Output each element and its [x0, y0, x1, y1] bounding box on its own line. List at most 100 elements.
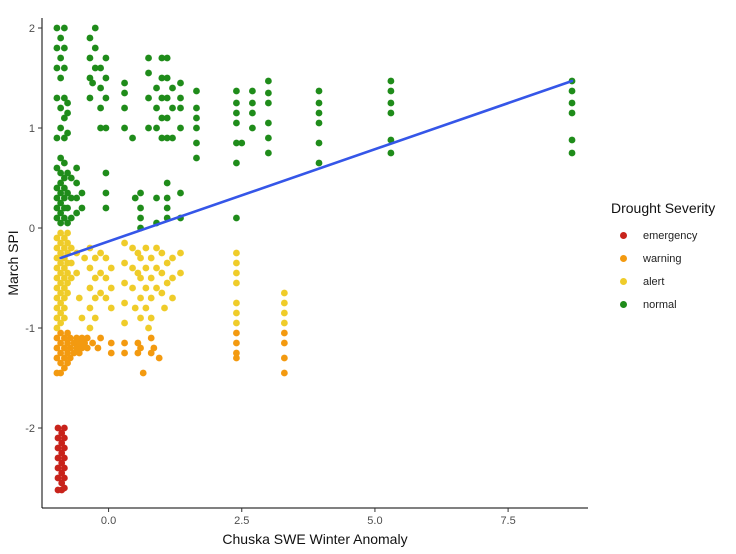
point-emergency — [54, 424, 62, 432]
point-normal — [91, 24, 99, 32]
point-normal — [158, 94, 166, 102]
point-normal — [64, 129, 71, 137]
point-alert — [60, 284, 68, 292]
point-warning — [60, 364, 68, 372]
point-normal — [57, 74, 65, 82]
point-normal — [568, 87, 576, 95]
point-emergency — [60, 454, 68, 462]
point-alert — [233, 269, 240, 277]
legend-item-alert: alert — [611, 270, 715, 293]
point-warning — [94, 344, 102, 352]
point-normal — [78, 189, 86, 197]
point-alert — [75, 294, 83, 302]
point-alert — [64, 239, 71, 247]
point-normal — [387, 149, 395, 157]
point-normal — [163, 54, 171, 62]
point-alert — [60, 304, 68, 312]
legend-item-normal: normal — [611, 293, 715, 316]
legend-swatch-warning — [620, 255, 627, 262]
point-normal — [315, 87, 323, 95]
point-warning — [53, 334, 61, 342]
point-alert — [134, 249, 142, 257]
point-normal — [102, 204, 110, 212]
point-warning — [75, 339, 83, 347]
point-alert — [67, 259, 75, 267]
point-alert — [57, 319, 65, 327]
point-normal — [233, 99, 240, 107]
point-emergency — [58, 469, 66, 477]
point-alert — [78, 314, 86, 322]
x-tick-label: 7.5 — [500, 515, 515, 527]
point-normal — [91, 64, 99, 72]
point-alert — [53, 324, 61, 332]
point-alert — [81, 254, 89, 262]
point-emergency — [54, 474, 62, 482]
point-normal — [177, 94, 184, 102]
point-normal — [153, 194, 160, 202]
legend-swatch-emergency — [620, 232, 627, 239]
point-alert — [97, 289, 104, 297]
point-normal — [163, 114, 171, 122]
point-warning — [81, 339, 89, 347]
point-warning — [57, 359, 65, 367]
point-alert — [142, 304, 150, 312]
point-normal — [86, 54, 94, 62]
point-normal — [64, 189, 71, 197]
point-warning — [280, 339, 288, 347]
point-alert — [64, 269, 71, 277]
point-alert — [233, 249, 240, 257]
point-warning — [57, 339, 65, 347]
point-alert — [142, 264, 150, 272]
point-alert — [67, 274, 75, 282]
point-alert — [107, 284, 115, 292]
point-warning — [155, 354, 163, 362]
point-alert — [91, 274, 99, 282]
point-alert — [57, 309, 65, 317]
point-alert — [86, 304, 94, 312]
point-alert — [153, 244, 160, 252]
point-alert — [60, 314, 68, 322]
point-warning — [137, 344, 144, 352]
point-normal — [64, 204, 71, 212]
point-normal — [97, 124, 104, 132]
point-normal — [97, 64, 104, 72]
point-emergency — [58, 439, 66, 447]
point-alert — [163, 259, 171, 267]
point-normal — [145, 69, 152, 77]
point-normal — [238, 139, 246, 147]
point-alert — [67, 244, 75, 252]
point-normal — [568, 149, 576, 157]
point-warning — [89, 339, 97, 347]
point-alert — [177, 249, 184, 257]
point-warning — [60, 334, 68, 342]
point-normal — [177, 104, 184, 112]
legend: Drought Severity emergency warning alert… — [611, 200, 715, 316]
point-normal — [249, 87, 256, 95]
point-normal — [264, 99, 272, 107]
point-normal — [233, 214, 240, 222]
point-normal — [387, 87, 395, 95]
point-normal — [86, 34, 94, 42]
point-emergency — [58, 459, 66, 467]
point-warning — [64, 359, 71, 367]
point-alert — [137, 274, 144, 282]
point-alert — [86, 284, 94, 292]
point-emergency — [54, 454, 62, 462]
point-alert — [280, 289, 288, 297]
point-alert — [233, 309, 240, 317]
point-alert — [64, 229, 71, 237]
point-normal — [60, 94, 68, 102]
legend-item-warning: warning — [611, 247, 715, 270]
point-warning — [57, 349, 65, 357]
point-warning — [107, 339, 115, 347]
legend-label-normal: normal — [643, 298, 677, 311]
point-alert — [280, 299, 288, 307]
point-alert — [60, 234, 68, 242]
point-warning — [73, 334, 81, 342]
point-normal — [60, 194, 68, 202]
point-normal — [57, 104, 65, 112]
point-normal — [102, 169, 110, 177]
point-warning — [233, 349, 240, 357]
legend-item-emergency: emergency — [611, 224, 715, 247]
point-normal — [163, 194, 171, 202]
